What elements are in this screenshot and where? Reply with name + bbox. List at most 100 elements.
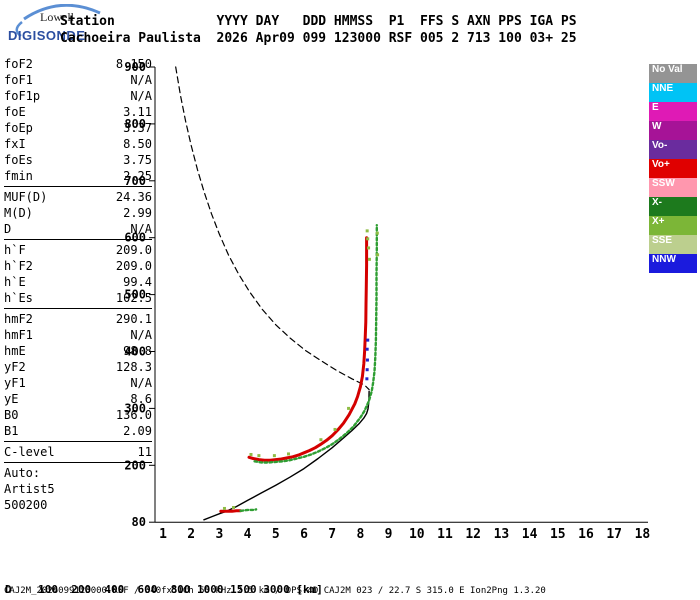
parameter-value: 24.36 [115,190,152,204]
parameter-group-6: Auto: Artist5 500200 [4,463,152,515]
parameter-row: foF1p N/A [4,88,152,104]
parameter-value: N/A [130,328,152,342]
parameter-group-1: foF2 8.150 foF1 N/A foF1p N/A foE 3.11 foEp 3.37 f… [4,54,152,187]
parameter-row: fxI 8.50 [4,136,152,152]
muf-table: D 100 200 400 600 800 1000 1500 3000 [km… [5,555,330,600]
parameter-label: hmE [4,344,26,358]
x-plus-scatter-dot [333,427,337,431]
parameter-row: h`Es 102.5 [4,290,152,306]
nnw-scatter-dot [365,368,369,372]
parameter-row: foF2 8.150 [4,56,152,72]
parameter-label: M(D) [4,206,33,220]
legend-item-x-: X- [649,197,697,216]
footer-line: CAJ2M_2026099123000.RSF / 340fx51Ch 50 k… [4,586,546,596]
x-tick-label: 12 [465,527,481,542]
parameter-label: yF1 [4,376,26,390]
parameter-row: foE 3.11 [4,104,152,120]
parameter-label: B1 [4,424,19,438]
parameter-label: h`F [4,243,26,257]
true-height-profile [203,390,370,521]
parameter-value: 209.0 [115,243,152,257]
x-plus-scatter-dot [272,454,276,458]
x-tick-label: 3 [215,527,223,542]
x-tick-label: 14 [522,527,538,542]
header-line-labels: Station YYYY DAY DDD HMMSS P1 FFS S AXN … [60,14,577,29]
parameter-value: 136.0 [115,408,152,422]
parameter-row: hmF1 N/A [4,327,152,343]
parameter-value: 2.99 [123,206,152,220]
parameter-row: B1 2.09 [4,423,152,439]
parameter-label: foF1p [4,89,41,103]
parameter-group-4: hmF2 290.1 hmF1 N/A hmE 98.8 yF2 128.3 yF1 N/A yE 8… [4,309,152,442]
parameter-row: B0 136.0 [4,407,152,423]
parameter-row: foEs 3.75 [4,152,152,168]
parameter-row: Artist5 [4,481,152,497]
parameter-value: 209.0 [115,259,152,273]
x-plus-scatter-dot [376,253,380,257]
parameter-value: N/A [130,376,152,390]
parameter-row: h`F 209.0 [4,242,152,258]
parameter-label: 500200 [4,498,48,512]
es-trace-o-mode [219,509,243,513]
parameter-label: foF1 [4,73,33,87]
x-plus-scatter-dot [366,237,370,241]
parameter-row: yF1 N/A [4,375,152,391]
parameter-group-3: h`F 209.0 h`F2 209.0 h`E 99.4 h`Es 102.5 [4,240,152,309]
parameter-value: 290.1 [115,312,152,326]
doppler-legend: No Val NNE E W Vo- Vo+ SSW X- X+ SSE NNW [649,64,697,273]
parameter-label: hmF2 [4,312,33,326]
parameter-row: foF1 N/A [4,72,152,88]
parameter-value: 8.6 [130,392,152,406]
parameter-row: h`F2 209.0 [4,258,152,274]
x-tick-label: 6 [300,527,308,542]
legend-item-nne: NNE [649,83,697,102]
parameter-value: 98.8 [123,344,152,358]
parameter-value: 102.5 [115,291,152,305]
parameter-row: fmin 2.25 [4,168,152,184]
parameter-group-2: MUF(D) 24.36 M(D) 2.99 D N/A [4,187,152,240]
x-tick-label: 5 [272,527,280,542]
parameter-value: 3.37 [123,121,152,135]
f-trace-x-mode [253,223,378,464]
legend-item-ssw: SSW [649,178,697,197]
x-plus-scatter-dot [249,452,253,456]
parameter-value: N/A [130,222,152,236]
legend-item-vo-: Vo- [649,140,697,159]
legend-item-e: E [649,102,697,121]
parameter-value: 8.50 [123,137,152,151]
parameter-value: 99.4 [123,275,152,289]
parameter-label: fxI [4,137,26,151]
parameter-value: N/A [130,73,152,87]
parameter-label: foEs [4,153,33,167]
logo: Lowell DIGISONDE [8,4,114,52]
parameter-row: yE 8.6 [4,391,152,407]
nnw-scatter-dot [365,347,369,351]
x-tick-label: 15 [550,527,566,542]
legend-item-vo-: Vo+ [649,159,697,178]
parameter-row: foEp 3.37 [4,120,152,136]
x-plus-scatter-dot [232,506,235,510]
parameter-value: N/A [130,89,152,103]
es-trace-x-mode [239,508,258,512]
x-tick-label: 11 [437,527,453,542]
parameter-label: C-level [4,445,55,459]
parameter-row: hmF2 290.1 [4,311,152,327]
muf-distance-row: D 100 200 400 600 800 1000 1500 3000 [km… [5,583,323,596]
parameter-panel: foF2 8.150 foF1 N/A foF1p N/A foE 3.11 foEp 3.37 f… [4,54,152,515]
parameter-label: yF2 [4,360,26,374]
legend-item-sse: SSE [649,235,697,254]
parameter-label: MUF(D) [4,190,48,204]
x-tick-label: 4 [244,527,252,542]
parameter-group-5: C-level 11 [4,442,152,463]
parameter-row: C-level 11 [4,444,152,460]
parameter-value: 11 [137,445,152,459]
logo-digisonde-text: DIGISONDE [8,28,86,43]
parameter-label: D [4,222,12,236]
parameter-row: 500200 [4,497,152,513]
parameter-label: yE [4,392,19,406]
parameter-label: fmin [4,169,33,183]
parameter-label: Artist5 [4,482,55,496]
parameter-label: B0 [4,408,19,422]
parameter-label: foF2 [4,57,33,71]
